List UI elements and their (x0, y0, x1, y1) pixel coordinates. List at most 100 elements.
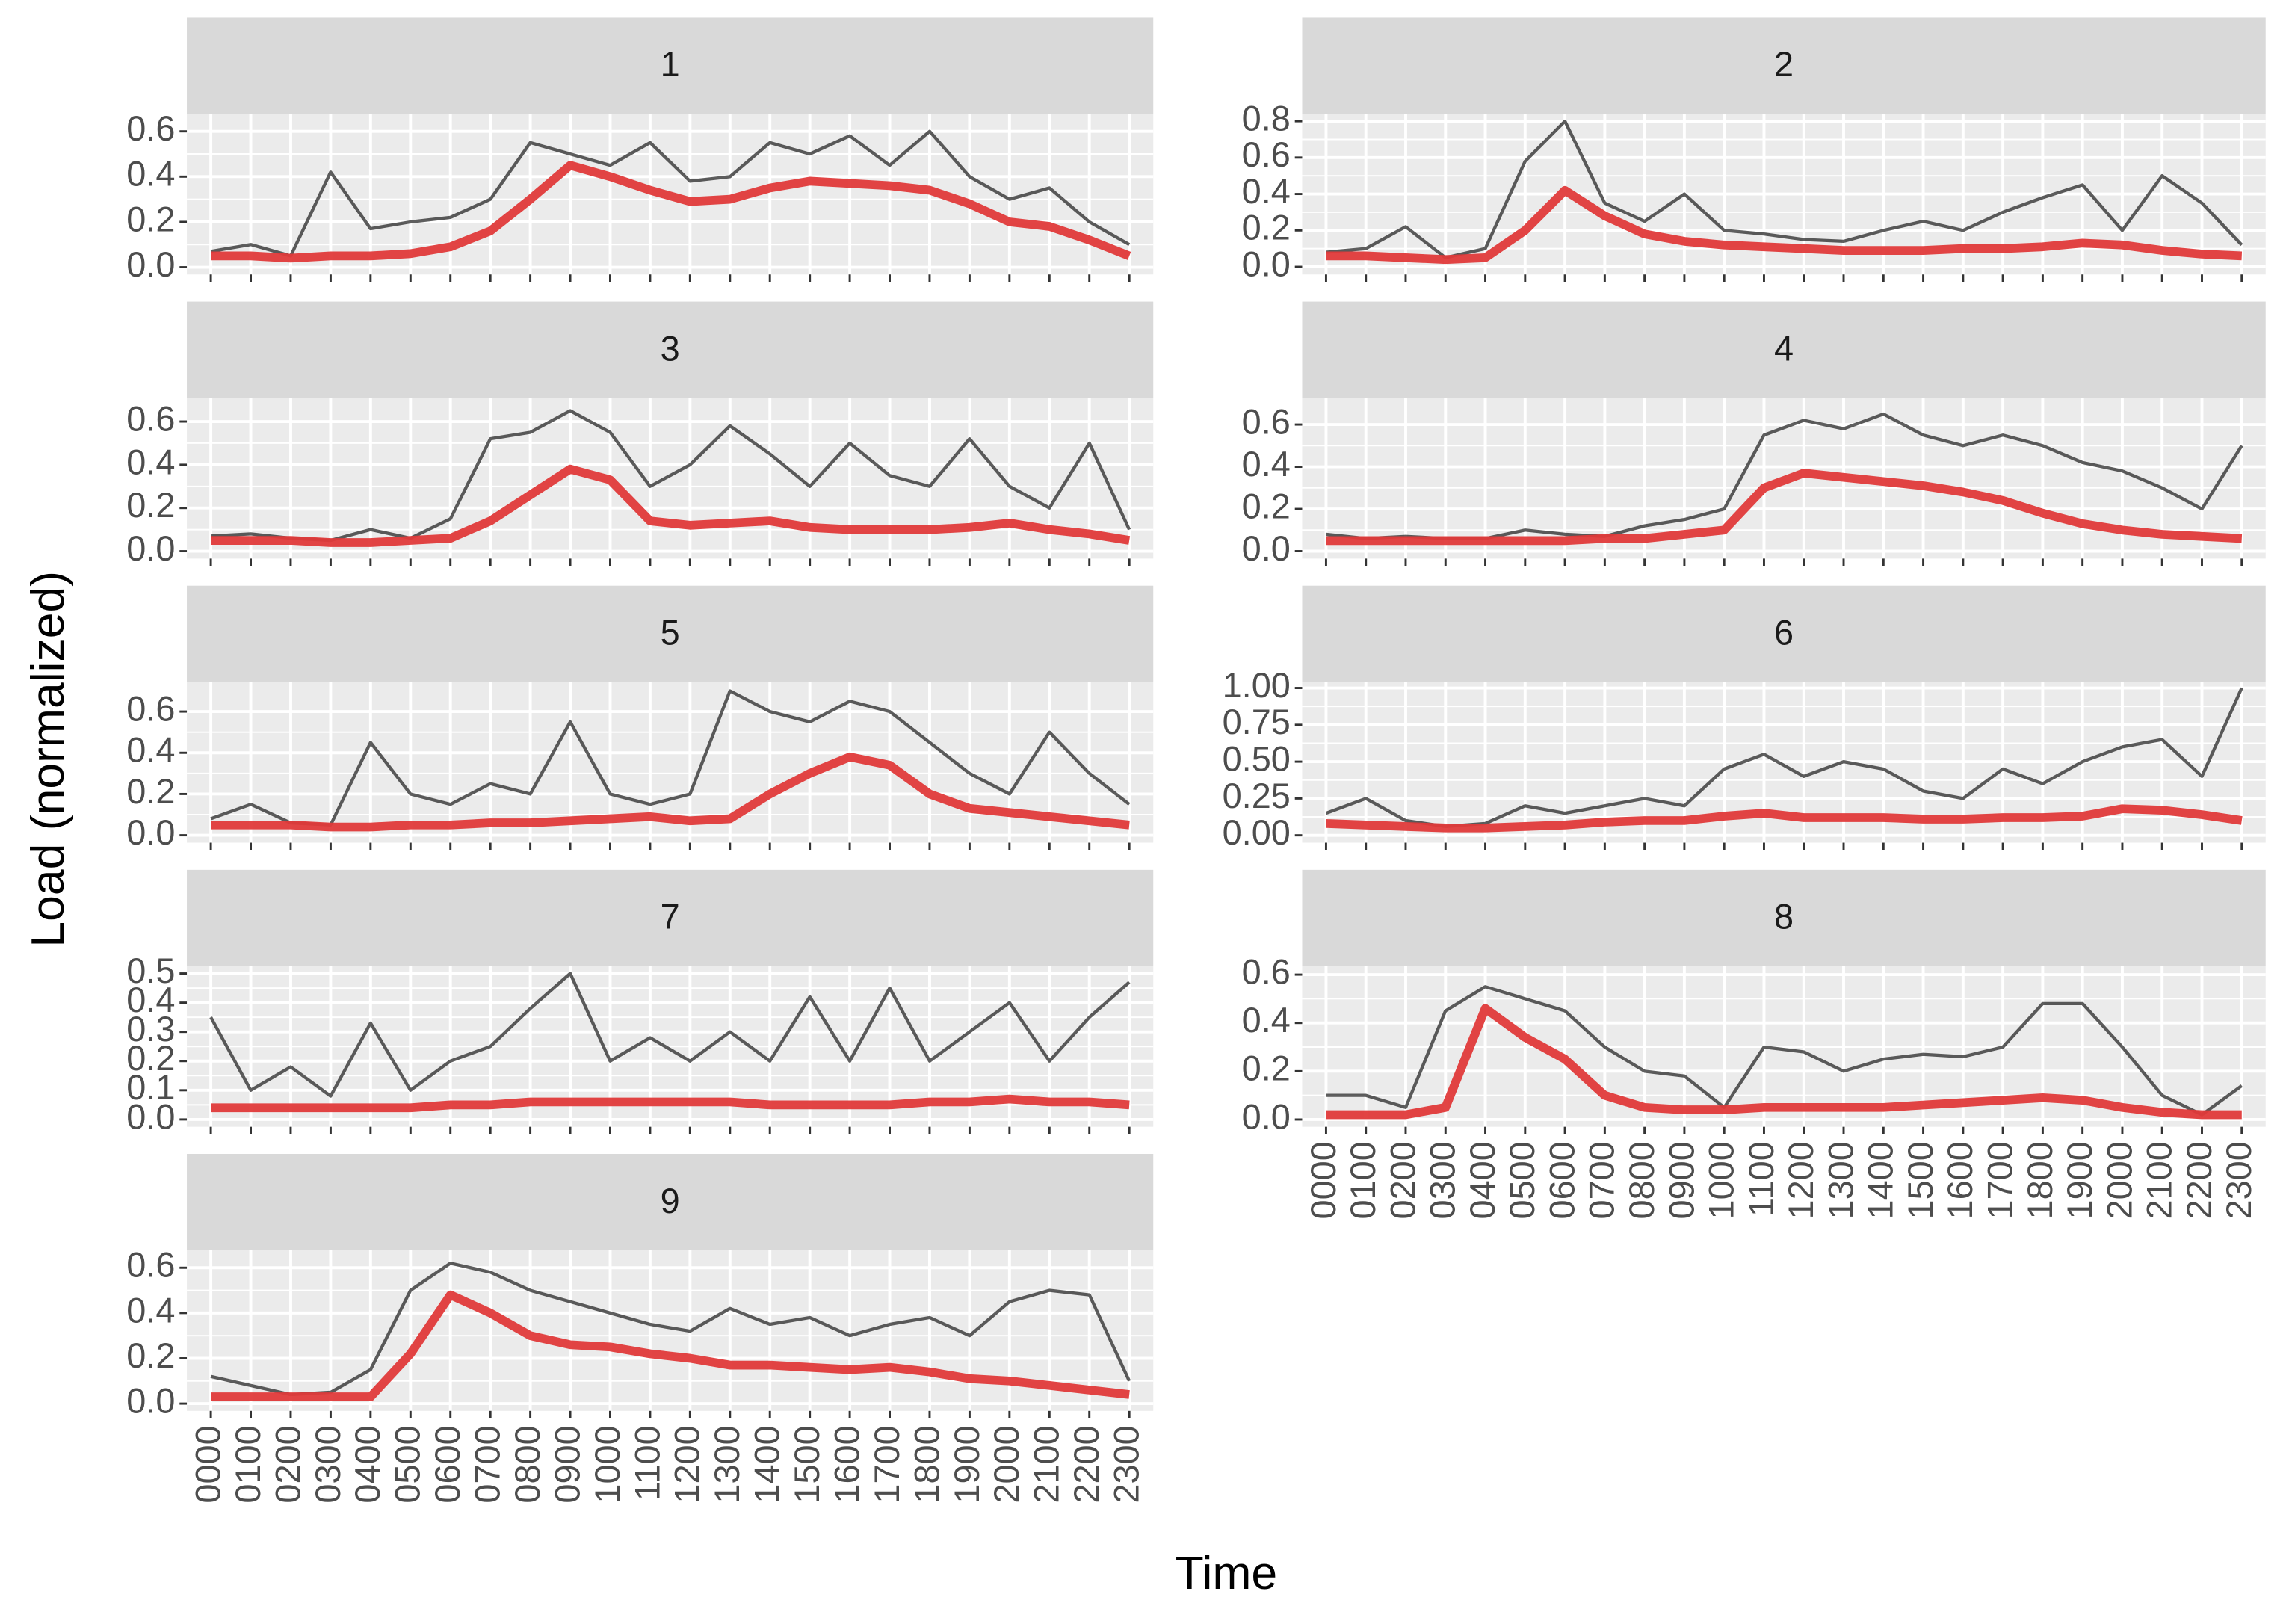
x-tick-label: 1100 (1742, 1141, 1781, 1217)
load-line (210, 129, 1131, 258)
y-tick-label: 0.5 (126, 951, 175, 990)
y-axis-title: Load (normalized) (22, 571, 74, 948)
y-tick-label: 0.00 (1223, 813, 1291, 852)
x-tick-label: 1900 (2060, 1141, 2099, 1219)
x-tick-label: 2100 (2140, 1141, 2179, 1219)
mean-line (211, 464, 1131, 547)
y-tick-label: 0.0 (1242, 1097, 1291, 1136)
x-tick-label: 0900 (1662, 1141, 1701, 1219)
x-tick-label: 0400 (1463, 1141, 1502, 1219)
y-tick-label: 0.0 (126, 813, 175, 852)
load-line (210, 1262, 1131, 1397)
x-tick-label: 0900 (548, 1425, 587, 1503)
x-tick-label: 1600 (827, 1425, 866, 1503)
load-line (209, 972, 1131, 1098)
y-tick-label: 0.4 (1242, 172, 1291, 211)
y-tick-label: 0.0 (126, 1097, 175, 1136)
x-tick-label: 1600 (1941, 1141, 1980, 1219)
y-tick-label: 0.6 (126, 399, 175, 438)
y-tick-label: 0.4 (126, 731, 175, 770)
x-tick-label: 0100 (229, 1425, 268, 1503)
x-tick-label: 2000 (2100, 1141, 2139, 1219)
y-tick-label: 0.0 (1242, 529, 1291, 568)
y-tick-label: 0.6 (1242, 135, 1291, 174)
x-tick-label: 1000 (588, 1425, 627, 1503)
load-line (1326, 985, 2243, 1117)
mean-line (1326, 185, 2243, 265)
x-tick-label: 1000 (1702, 1141, 1741, 1219)
x-tick-label: 0600 (428, 1425, 467, 1503)
facet-strip (1302, 869, 2266, 966)
y-tick-label: 0.0 (1242, 244, 1291, 283)
x-tick-label: 1500 (1901, 1141, 1940, 1219)
facet-title: 5 (661, 614, 680, 652)
x-tick-label: 2000 (987, 1425, 1026, 1503)
x-tick-label: 0300 (309, 1425, 347, 1503)
x-tick-label: 0600 (1542, 1141, 1581, 1219)
y-tick-label: 0.6 (1242, 402, 1291, 441)
y-tick-label: 0.2 (126, 1336, 175, 1375)
x-tick-label: 1800 (907, 1425, 946, 1503)
x-tick-label: 1300 (1821, 1141, 1860, 1219)
x-tick-label: 1700 (1981, 1141, 2020, 1219)
facet-title: 9 (661, 1182, 680, 1220)
y-tick-label: 0.2 (126, 200, 175, 238)
mean-line (211, 1094, 1130, 1113)
x-tick-label: 2200 (2180, 1141, 2219, 1219)
x-tick-label: 0000 (1304, 1141, 1343, 1219)
y-tick-label: 0.25 (1223, 777, 1291, 815)
y-tick-label: 0.2 (126, 1039, 175, 1078)
mean-line (211, 161, 1131, 263)
y-tick-label: 0.4 (1242, 1001, 1291, 1040)
x-tick-label: 1700 (868, 1425, 906, 1503)
facet-title: 1 (661, 45, 680, 84)
load-line (210, 409, 1131, 543)
x-tick-label: 2300 (2220, 1141, 2258, 1219)
y-tick-label: 0.4 (126, 1291, 175, 1330)
y-tick-label: 0.0 (126, 529, 175, 568)
y-tick-label: 0.2 (1242, 1049, 1291, 1088)
y-tick-label: 0.4 (126, 981, 175, 1019)
x-tick-label: 1500 (788, 1425, 827, 1503)
y-tick-label: 0.8 (1242, 99, 1291, 138)
y-tick-label: 0.3 (126, 1010, 175, 1049)
y-tick-label: 0.2 (126, 772, 175, 811)
facet-title: 6 (1774, 614, 1794, 652)
x-tick-label: 0800 (508, 1425, 547, 1503)
facet-strip (187, 869, 1154, 966)
y-tick-label: 0.2 (126, 486, 175, 525)
panel-background (187, 398, 1154, 559)
mean-line (1326, 804, 2243, 833)
y-tick-label: 0.75 (1223, 703, 1291, 741)
y-tick-label: 0.1 (126, 1068, 175, 1107)
facet-strip (187, 17, 1154, 114)
x-tick-label: 0500 (389, 1425, 427, 1503)
x-tick-label: 0800 (1622, 1141, 1661, 1219)
y-tick-label: 0.6 (126, 689, 175, 728)
x-tick-label: 0000 (189, 1425, 228, 1503)
x-tick-label: 1400 (748, 1425, 787, 1503)
facet-strip (1302, 17, 2266, 114)
x-tick-label: 0700 (1583, 1141, 1622, 1219)
x-tick-label: 1300 (708, 1425, 747, 1503)
load-line (210, 689, 1131, 827)
facet-title: 3 (661, 329, 680, 368)
x-tick-label: 1200 (668, 1425, 707, 1503)
mean-line (211, 752, 1130, 832)
y-tick-label: 0.4 (126, 442, 175, 481)
x-tick-label: 1900 (948, 1425, 986, 1503)
y-tick-label: 0.6 (126, 1246, 175, 1285)
y-tick-label: 0.6 (126, 109, 175, 148)
x-tick-label: 2300 (1108, 1425, 1146, 1503)
x-tick-label: 0200 (1383, 1141, 1422, 1219)
x-tick-label: 2200 (1067, 1425, 1106, 1503)
y-tick-label: 0.6 (1242, 952, 1291, 991)
x-tick-label: 2100 (1028, 1425, 1066, 1503)
y-tick-label: 0.0 (126, 1381, 175, 1420)
load-line (1326, 119, 2243, 259)
facet-title: 4 (1774, 329, 1794, 368)
facet-title: 2 (1774, 45, 1794, 84)
facet-strip (1302, 301, 2266, 398)
